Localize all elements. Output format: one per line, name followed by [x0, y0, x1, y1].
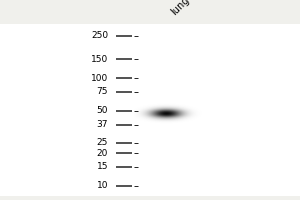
Text: 37: 37	[97, 120, 108, 129]
Text: lung: lung	[169, 0, 192, 17]
Text: 25: 25	[97, 138, 108, 147]
Text: 150: 150	[91, 55, 108, 64]
Text: 100: 100	[91, 74, 108, 83]
Text: 15: 15	[97, 162, 108, 171]
Text: 50: 50	[97, 106, 108, 115]
Text: 75: 75	[97, 87, 108, 96]
Text: 20: 20	[97, 149, 108, 158]
Bar	[134, 24, 300, 196]
Text: 10: 10	[97, 181, 108, 190]
Text: 250: 250	[91, 31, 108, 40]
